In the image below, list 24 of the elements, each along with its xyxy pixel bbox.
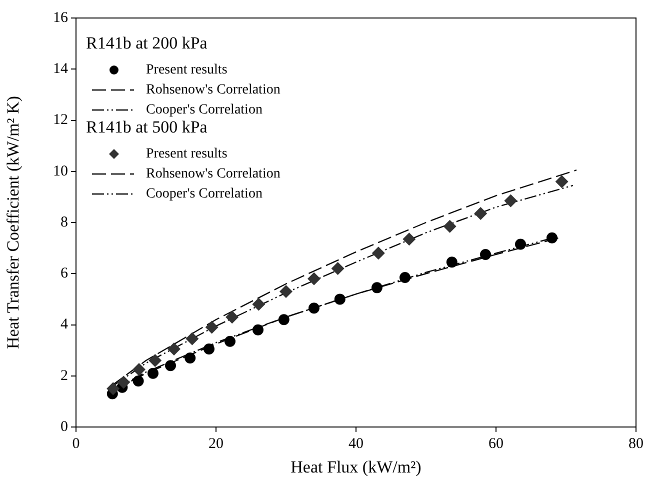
legend-label: Rohsenow's Correlation xyxy=(146,82,280,98)
x-tick-label: 0 xyxy=(72,436,80,452)
x-axis-title: Heat Flux (kW/m²) xyxy=(290,457,422,476)
annotation: R141b at 500 kPa xyxy=(86,117,208,136)
legend-label: Cooper's Correlation xyxy=(146,102,262,118)
legend-label: Cooper's Correlation xyxy=(146,186,262,202)
legend-label: Present results xyxy=(146,62,228,78)
y-tick-label: 16 xyxy=(53,10,68,26)
legend-label: Present results xyxy=(146,146,228,162)
legend-label: Rohsenow's Correlation xyxy=(146,166,280,182)
y-tick-label: 14 xyxy=(53,61,68,78)
x-tick-label: 60 xyxy=(488,436,504,452)
y-tick-label: 4 xyxy=(60,316,68,333)
annotation: R141b at 200 kPa xyxy=(86,33,208,52)
x-tick-label: 80 xyxy=(628,436,644,452)
y-tick-label: 2 xyxy=(60,368,68,384)
y-axis-title: Heat Transfer Coefficient (kW/m² K) xyxy=(4,96,23,350)
y-tick-label: 12 xyxy=(53,112,68,128)
y-tick-label: 6 xyxy=(60,266,68,282)
x-tick-label: 40 xyxy=(348,436,364,452)
x-tick-label: 20 xyxy=(208,436,224,452)
y-tick-label: 10 xyxy=(53,163,68,180)
y-tick-label: 8 xyxy=(60,214,68,230)
y-tick-label: 0 xyxy=(60,418,68,435)
